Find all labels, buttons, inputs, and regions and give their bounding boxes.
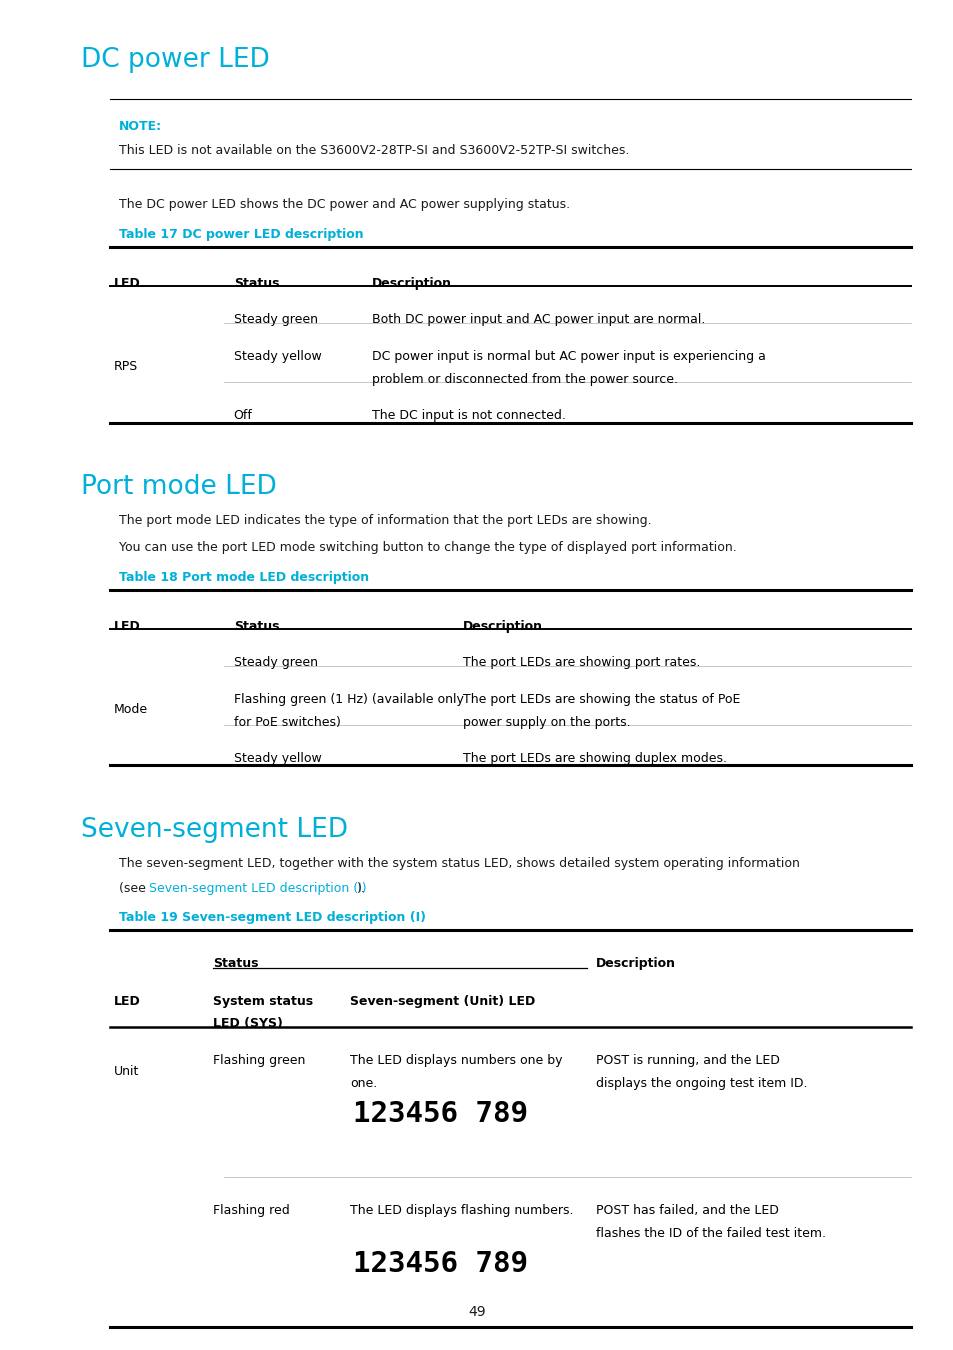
- Text: Steady green: Steady green: [233, 313, 317, 327]
- Text: POST is running, and the LED: POST is running, and the LED: [596, 1054, 780, 1068]
- Text: Off: Off: [233, 409, 253, 423]
- Text: (see: (see: [119, 882, 150, 895]
- Text: LED: LED: [113, 995, 140, 1008]
- Text: Description: Description: [596, 957, 676, 971]
- Text: The LED displays flashing numbers.: The LED displays flashing numbers.: [350, 1204, 573, 1218]
- Text: Description: Description: [462, 620, 542, 633]
- Text: Steady yellow: Steady yellow: [233, 752, 321, 765]
- Bar: [350, 1094, 564, 1172]
- Text: NOTE:: NOTE:: [119, 120, 162, 134]
- Text: The DC input is not connected.: The DC input is not connected.: [372, 409, 565, 423]
- Text: RPS: RPS: [113, 360, 137, 374]
- Text: Description: Description: [372, 277, 452, 290]
- Text: Table 18 Port mode LED description: Table 18 Port mode LED description: [119, 571, 369, 585]
- Text: This LED is not available on the S3600V2-28TP-SI and S3600V2-52TP-SI switches.: This LED is not available on the S3600V2…: [119, 144, 629, 158]
- Text: The seven-segment LED, together with the system status LED, shows detailed syste: The seven-segment LED, together with the…: [119, 857, 800, 871]
- Text: POST has failed, and the LED: POST has failed, and the LED: [596, 1204, 779, 1218]
- Text: Status: Status: [233, 620, 279, 633]
- Text: Flashing red: Flashing red: [213, 1204, 289, 1218]
- Text: 123456 789: 123456 789: [353, 1250, 527, 1278]
- Text: System status: System status: [213, 995, 313, 1008]
- Text: The LED displays numbers one by: The LED displays numbers one by: [350, 1054, 562, 1068]
- Text: Unit: Unit: [113, 1065, 139, 1079]
- Text: Status: Status: [213, 957, 258, 971]
- Text: 123456 789: 123456 789: [353, 1100, 527, 1129]
- Text: The DC power LED shows the DC power and AC power supplying status.: The DC power LED shows the DC power and …: [119, 198, 570, 212]
- Text: Steady green: Steady green: [233, 656, 317, 670]
- Text: Mode: Mode: [113, 703, 148, 717]
- Text: Port mode LED: Port mode LED: [81, 474, 276, 500]
- Text: LED: LED: [113, 277, 140, 290]
- Text: You can use the port LED mode switching button to change the type of displayed p: You can use the port LED mode switching …: [119, 541, 737, 555]
- Text: one.: one.: [350, 1077, 377, 1091]
- Text: flashes the ID of the failed test item.: flashes the ID of the failed test item.: [596, 1227, 825, 1241]
- Text: The port LEDs are showing port rates.: The port LEDs are showing port rates.: [462, 656, 700, 670]
- Text: DC power input is normal but AC power input is experiencing a: DC power input is normal but AC power in…: [372, 350, 765, 363]
- Bar: [350, 1243, 564, 1322]
- Text: Status: Status: [233, 277, 279, 290]
- Text: The port mode LED indicates the type of information that the port LEDs are showi: The port mode LED indicates the type of …: [119, 514, 651, 528]
- Text: Table 17 DC power LED description: Table 17 DC power LED description: [119, 228, 363, 242]
- Text: 49: 49: [468, 1305, 485, 1319]
- Text: Seven-segment LED description (I): Seven-segment LED description (I): [149, 882, 366, 895]
- Text: problem or disconnected from the power source.: problem or disconnected from the power s…: [372, 373, 678, 386]
- Text: Table 19 Seven-segment LED description (I): Table 19 Seven-segment LED description (…: [119, 911, 426, 925]
- Text: Steady yellow: Steady yellow: [233, 350, 321, 363]
- Text: ).: ).: [356, 882, 365, 895]
- Text: LED: LED: [113, 620, 140, 633]
- Text: power supply on the ports.: power supply on the ports.: [462, 716, 630, 729]
- Text: Flashing green (1 Hz) (available only: Flashing green (1 Hz) (available only: [233, 693, 463, 706]
- Text: Flashing green: Flashing green: [213, 1054, 305, 1068]
- Text: Seven-segment (Unit) LED: Seven-segment (Unit) LED: [350, 995, 535, 1008]
- Text: LED (SYS): LED (SYS): [213, 1017, 282, 1030]
- Text: The port LEDs are showing the status of PoE: The port LEDs are showing the status of …: [462, 693, 740, 706]
- Text: displays the ongoing test item ID.: displays the ongoing test item ID.: [596, 1077, 807, 1091]
- Text: for PoE switches): for PoE switches): [233, 716, 340, 729]
- Text: The port LEDs are showing duplex modes.: The port LEDs are showing duplex modes.: [462, 752, 726, 765]
- Text: Both DC power input and AC power input are normal.: Both DC power input and AC power input a…: [372, 313, 704, 327]
- Text: DC power LED: DC power LED: [81, 47, 270, 73]
- Text: Seven-segment LED: Seven-segment LED: [81, 817, 348, 842]
